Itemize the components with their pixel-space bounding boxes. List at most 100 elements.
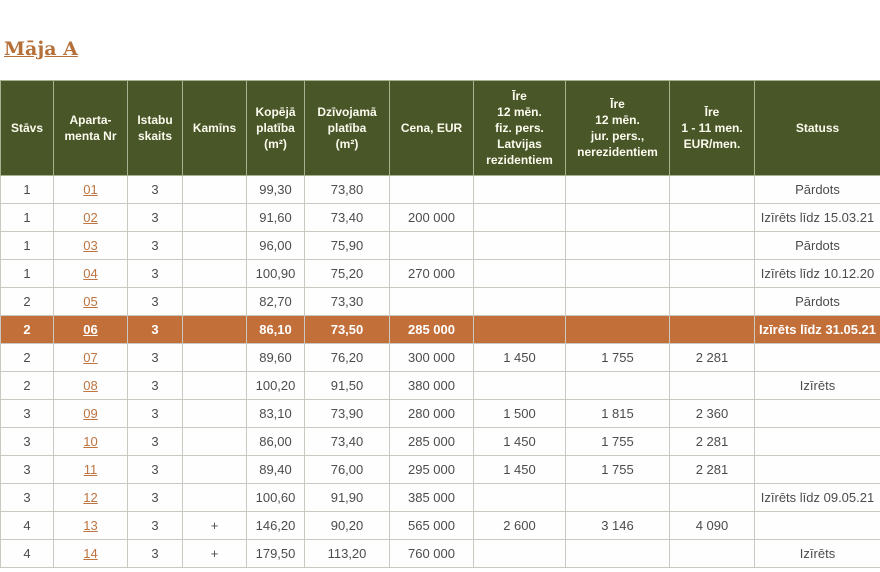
fireplace-cell bbox=[182, 203, 247, 232]
rent-1-11m-cell bbox=[669, 287, 755, 316]
table-row: 2 08 3 100,20 91,50 380 000 Izīrēts bbox=[0, 371, 880, 400]
rent-12m-jur-pers-cell bbox=[565, 175, 670, 204]
apartment-link[interactable]: 08 bbox=[83, 378, 98, 393]
floor-cell: 2 bbox=[0, 287, 54, 316]
apartment-link[interactable]: 06 bbox=[83, 322, 98, 337]
rent-12m-fiz-pers-cell bbox=[473, 231, 566, 260]
table-row: 2 06 3 86,10 73,50 285 000 Izīrēts līdz 31.05.… bbox=[0, 315, 880, 344]
table-row: 1 04 3 100,90 75,20 270 000 Izīrēts līdz 10.12… bbox=[0, 259, 880, 288]
status-cell bbox=[754, 427, 880, 456]
total-area-cell: 89,40 bbox=[246, 455, 305, 484]
apartment-link[interactable]: 10 bbox=[83, 434, 98, 449]
column-header-rent-12m-fiz-pers: Īre 12 mēn. fiz. pers. Latvijas rezident… bbox=[473, 80, 566, 176]
table-row: 1 03 3 96,00 75,90 Pārdots bbox=[0, 231, 880, 260]
status-cell: Izīrēts līdz 10.12.20 bbox=[754, 259, 880, 288]
fireplace-cell: + bbox=[182, 539, 247, 568]
apartment-link[interactable]: 12 bbox=[83, 490, 98, 505]
fireplace-cell bbox=[182, 399, 247, 428]
apartment-link[interactable]: 13 bbox=[83, 518, 98, 533]
apartment-cell: 07 bbox=[53, 343, 128, 372]
apartment-link[interactable]: 07 bbox=[83, 350, 98, 365]
rent-12m-jur-pers-cell bbox=[565, 315, 670, 344]
apartment-link[interactable]: 03 bbox=[83, 238, 98, 253]
column-header-rent-1-11m: Īre 1 - 11 men. EUR/men. bbox=[669, 80, 755, 176]
apartment-link[interactable]: 04 bbox=[83, 266, 98, 281]
total-area-cell: 86,00 bbox=[246, 427, 305, 456]
floor-cell: 4 bbox=[0, 539, 54, 568]
fireplace-cell bbox=[182, 455, 247, 484]
table-row: 1 02 3 91,60 73,40 200 000 Izīrēts līdz 15.03.… bbox=[0, 203, 880, 232]
price-cell: 565 000 bbox=[389, 511, 474, 540]
living-area-cell: 75,20 bbox=[304, 259, 390, 288]
rent-1-11m-cell bbox=[669, 259, 755, 288]
fireplace-cell bbox=[182, 287, 247, 316]
floor-cell: 2 bbox=[0, 315, 54, 344]
floor-cell: 2 bbox=[0, 343, 54, 372]
column-header-rent-12m-jur-pers: Īre 12 mēn. jur. pers., nerezidentiem bbox=[565, 80, 670, 176]
price-cell: 280 000 bbox=[389, 399, 474, 428]
floor-cell: 1 bbox=[0, 203, 54, 232]
apartment-link[interactable]: 09 bbox=[83, 406, 98, 421]
apartment-cell: 11 bbox=[53, 455, 128, 484]
apartment-cell: 02 bbox=[53, 203, 128, 232]
price-cell: 270 000 bbox=[389, 259, 474, 288]
apartment-cell: 10 bbox=[53, 427, 128, 456]
table-row: 2 05 3 82,70 73,30 Pārdots bbox=[0, 287, 880, 316]
apartment-cell: 01 bbox=[53, 175, 128, 204]
apartment-link[interactable]: 11 bbox=[83, 462, 98, 477]
apartments-table: Stāvs Aparta- menta Nr Istabu skaits Kamīns… bbox=[0, 80, 880, 568]
rent-1-11m-cell bbox=[669, 371, 755, 400]
price-cell: 385 000 bbox=[389, 483, 474, 512]
rooms-cell: 3 bbox=[127, 287, 183, 316]
floor-cell: 1 bbox=[0, 259, 54, 288]
page-title-link[interactable]: Māja A bbox=[4, 38, 78, 60]
rent-12m-jur-pers-cell bbox=[565, 259, 670, 288]
page-header: Māja A bbox=[4, 38, 880, 80]
total-area-cell: 146,20 bbox=[246, 511, 305, 540]
rent-12m-fiz-pers-cell bbox=[473, 287, 566, 316]
apartment-link[interactable]: 01 bbox=[83, 182, 98, 197]
table-row: 3 12 3 100,60 91,90 385 000 Izīrēts līdz 09.05… bbox=[0, 483, 880, 512]
apartment-cell: 04 bbox=[53, 259, 128, 288]
rent-12m-fiz-pers-cell bbox=[473, 175, 566, 204]
total-area-cell: 83,10 bbox=[246, 399, 305, 428]
price-cell: 285 000 bbox=[389, 315, 474, 344]
rent-1-11m-cell: 2 281 bbox=[669, 343, 755, 372]
status-cell: Izīrēts bbox=[754, 539, 880, 568]
living-area-cell: 91,90 bbox=[304, 483, 390, 512]
rent-12m-fiz-pers-cell bbox=[473, 203, 566, 232]
apartment-link[interactable]: 02 bbox=[83, 210, 98, 225]
apartment-link[interactable]: 14 bbox=[83, 546, 98, 561]
fireplace-cell bbox=[182, 483, 247, 512]
table-row: 3 11 3 89,40 76,00 295 000 1 450 1 755 2 281 bbox=[0, 455, 880, 484]
column-header-living-area: Dzīvojamā platība (m²) bbox=[304, 80, 390, 176]
status-cell bbox=[754, 343, 880, 372]
status-cell: Pārdots bbox=[754, 175, 880, 204]
rent-1-11m-cell bbox=[669, 539, 755, 568]
status-cell: Izīrēts līdz 09.05.21 bbox=[754, 483, 880, 512]
floor-cell: 3 bbox=[0, 455, 54, 484]
status-cell bbox=[754, 455, 880, 484]
table-row: 3 10 3 86,00 73,40 285 000 1 450 1 755 2 281 bbox=[0, 427, 880, 456]
rooms-cell: 3 bbox=[127, 427, 183, 456]
apartment-link[interactable]: 05 bbox=[83, 294, 98, 309]
column-header-rooms: Istabu skaits bbox=[127, 80, 183, 176]
fireplace-cell bbox=[182, 427, 247, 456]
column-header-status: Statuss bbox=[754, 80, 880, 176]
fireplace-cell bbox=[182, 315, 247, 344]
living-area-cell: 113,20 bbox=[304, 539, 390, 568]
status-cell: Pārdots bbox=[754, 231, 880, 260]
price-cell: 760 000 bbox=[389, 539, 474, 568]
fireplace-cell bbox=[182, 371, 247, 400]
rent-12m-fiz-pers-cell bbox=[473, 259, 566, 288]
rent-1-11m-cell: 2 281 bbox=[669, 455, 755, 484]
living-area-cell: 73,50 bbox=[304, 315, 390, 344]
apartment-cell: 12 bbox=[53, 483, 128, 512]
apartment-cell: 13 bbox=[53, 511, 128, 540]
rooms-cell: 3 bbox=[127, 455, 183, 484]
total-area-cell: 89,60 bbox=[246, 343, 305, 372]
rent-12m-jur-pers-cell: 1 815 bbox=[565, 399, 670, 428]
fireplace-cell: + bbox=[182, 511, 247, 540]
column-header-total-area: Kopējā platība (m²) bbox=[246, 80, 305, 176]
table-row: 3 09 3 83,10 73,90 280 000 1 500 1 815 2 360 bbox=[0, 399, 880, 428]
